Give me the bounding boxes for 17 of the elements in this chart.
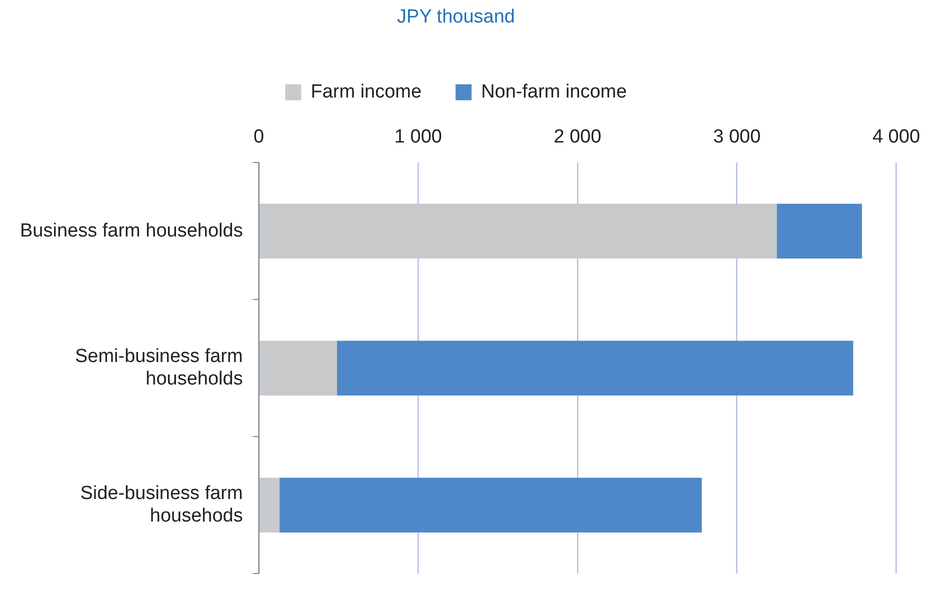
chart-title: JPY thousand: [397, 6, 515, 28]
bar: [259, 478, 280, 532]
bar: [280, 478, 702, 532]
bar: [776, 204, 862, 258]
bar: [336, 340, 854, 396]
bar: [259, 340, 337, 396]
legend-label: Non-farm income: [481, 82, 627, 103]
x-tick-label: 0: [254, 126, 264, 148]
x-tick-label: 4 000: [872, 126, 920, 148]
legend-label: Farm income: [310, 82, 422, 103]
x-tick-label: 3 000: [713, 126, 761, 148]
bar: [259, 204, 777, 258]
x-tick-label: 2 000: [554, 126, 602, 148]
y-tick-label: Semi-business farm households: [74, 346, 243, 390]
y-tick-label: Business farm households: [20, 220, 243, 242]
x-tick-label: 1 000: [394, 126, 442, 148]
y-tick-label: Side-business farm househods: [80, 482, 243, 527]
